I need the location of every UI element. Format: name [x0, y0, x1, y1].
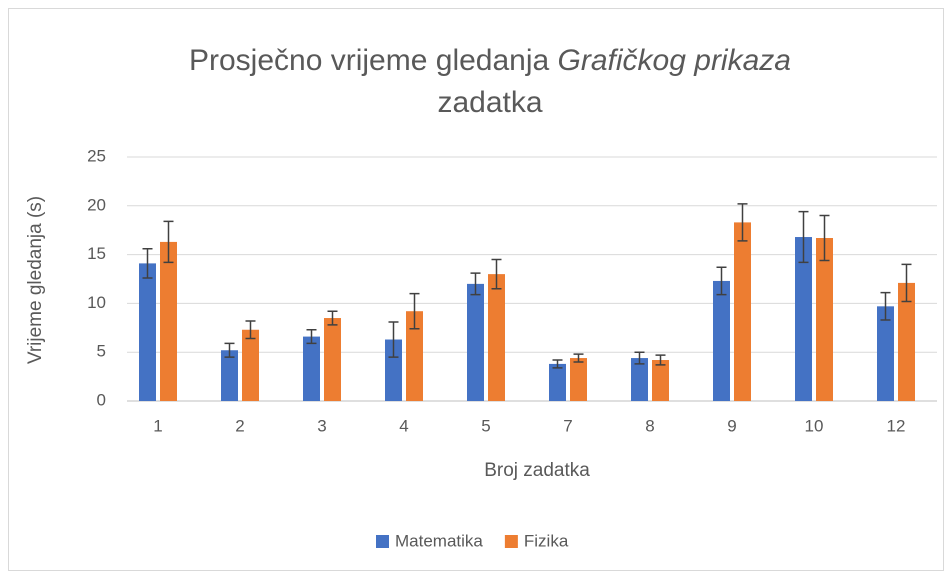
y-tick-label: 0 [97, 390, 106, 409]
error-bar [163, 220, 174, 264]
bar [139, 263, 156, 401]
y-axis-label: Vrijeme gledanja (s) [25, 196, 46, 364]
bar [898, 282, 915, 401]
bar [406, 311, 423, 401]
x-axis-label: Broj zadatka [484, 460, 590, 481]
title-part: Grafičkog prikaza [558, 44, 791, 77]
x-tick-label: 1 [153, 416, 162, 435]
error-bar [655, 354, 666, 366]
y-tick-label: 20 [87, 195, 106, 214]
legend-label: Matematika [395, 531, 483, 550]
error-bar [327, 310, 338, 326]
x-tick-label: 10 [805, 416, 824, 435]
bar [877, 306, 894, 401]
bar [324, 318, 341, 401]
chart-title: Prosječno vrijeme gledanja Grafičkog pri… [189, 44, 791, 77]
bar [816, 238, 833, 401]
x-tick-label: 12 [887, 416, 906, 435]
error-bar [819, 214, 830, 262]
x-tick-label: 3 [317, 416, 326, 435]
y-tick-label: 15 [87, 244, 106, 263]
error-bar [388, 321, 399, 358]
bar [467, 283, 484, 401]
bar [488, 274, 505, 401]
error-bar [901, 263, 912, 303]
error-bar [142, 247, 153, 279]
x-tick-label: 7 [563, 416, 572, 435]
y-tick-label: 25 [87, 146, 106, 165]
bar [734, 222, 751, 401]
title-part: Prosječno vrijeme gledanja [189, 44, 550, 77]
x-tick-label: 9 [727, 416, 736, 435]
x-tick-label: 8 [645, 416, 654, 435]
bar [570, 358, 587, 401]
bar [160, 241, 177, 401]
legend-label: Fizika [524, 531, 569, 550]
bar [303, 336, 320, 401]
bar [652, 360, 669, 401]
error-bar [880, 291, 891, 321]
chart-title: zadatka [437, 86, 542, 119]
error-bar [245, 320, 256, 340]
bar [795, 237, 812, 401]
x-tick-label: 5 [481, 416, 490, 435]
bar [385, 339, 402, 401]
error-bar [491, 258, 502, 290]
error-bar [470, 272, 481, 296]
error-bar [306, 329, 317, 345]
legend-swatch [504, 535, 518, 548]
error-bar [798, 210, 809, 264]
y-tick-label: 10 [87, 293, 106, 312]
x-tick-label: 2 [235, 416, 244, 435]
bar [631, 358, 648, 401]
error-bar [634, 351, 645, 365]
x-tick-label: 4 [399, 416, 408, 435]
bar [713, 280, 730, 401]
error-bar [737, 203, 748, 242]
bar [221, 350, 238, 401]
error-bar [224, 342, 235, 358]
bar [549, 363, 566, 401]
error-bar [409, 292, 420, 330]
bar [242, 329, 259, 401]
error-bar [552, 359, 563, 369]
error-bar [573, 353, 584, 363]
error-bar [716, 266, 727, 296]
y-tick-label: 5 [97, 342, 106, 361]
legend-swatch [376, 535, 389, 548]
